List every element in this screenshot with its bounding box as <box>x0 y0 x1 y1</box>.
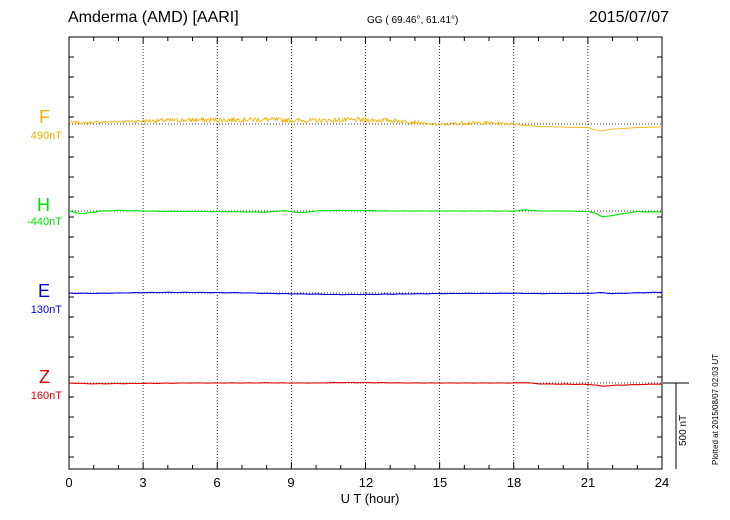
x-tick-12: 12 <box>358 475 374 490</box>
panel-h-name: H <box>37 195 50 215</box>
panel-e-name: E <box>37 281 50 301</box>
panel-f-baseline: 490nT <box>30 130 62 142</box>
x-tick-3: 3 <box>139 475 147 490</box>
series-line-h <box>68 209 662 218</box>
x-tick-18: 18 <box>506 475 522 490</box>
x-tick-6: 6 <box>213 475 221 490</box>
series-line-f <box>68 116 663 132</box>
panel-z-name: Z <box>39 367 50 387</box>
x-tick-9: 9 <box>287 475 295 490</box>
scale-bar-label: 500 nT <box>678 414 689 446</box>
panel-f-name: F <box>39 107 50 127</box>
panel-h-baseline: -440nT <box>27 216 62 228</box>
series-line-e <box>69 291 662 296</box>
x-tick-21: 21 <box>580 475 596 490</box>
x-tick-24: 24 <box>654 475 670 490</box>
x-axis-label: U T (hour) <box>340 491 400 506</box>
x-tick-15: 15 <box>432 475 448 490</box>
coordinates-label: GG ( 69.46°, 61.41°) <box>367 15 459 26</box>
x-tick-0: 0 <box>65 475 73 490</box>
panel-z-baseline: 160nT <box>30 390 62 402</box>
plotted-timestamp: Plotted at 2015/08/07 02:03 UT <box>711 353 720 465</box>
panel-e-baseline: 130nT <box>30 304 62 316</box>
series-line-z <box>68 381 663 387</box>
station-title: Amderma (AMD) [AARI] <box>68 9 239 26</box>
date-label: 2015/07/07 <box>588 9 669 26</box>
